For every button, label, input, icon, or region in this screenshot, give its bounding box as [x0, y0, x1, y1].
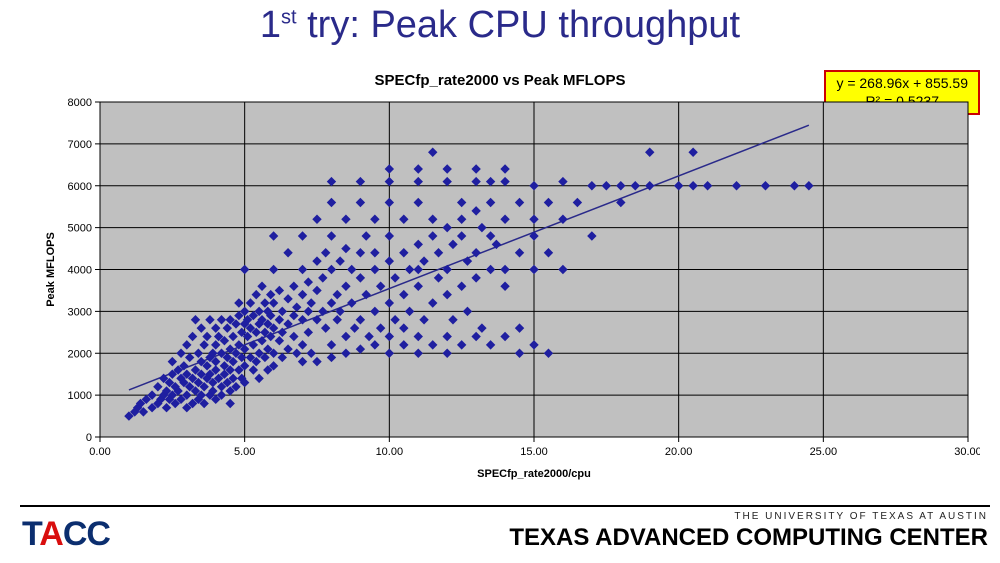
tacc-name-line: TEXAS ADVANCED COMPUTING CENTER	[509, 524, 988, 552]
title-post: try: Peak CPU throughput	[297, 4, 741, 46]
ut-austin-line: THE UNIVERSITY OF TEXAS AT AUSTIN	[509, 511, 988, 522]
svg-text:3000: 3000	[68, 306, 92, 318]
footer-right: THE UNIVERSITY OF TEXAS AT AUSTIN TEXAS …	[509, 511, 988, 552]
tacc-logo-c1: C	[63, 515, 87, 553]
svg-text:30.00: 30.00	[954, 446, 980, 458]
svg-text:5.00: 5.00	[234, 446, 255, 458]
tacc-logo-t: T	[22, 515, 39, 553]
svg-text:15.00: 15.00	[520, 446, 548, 458]
svg-text:4000: 4000	[68, 265, 92, 277]
svg-text:20.00: 20.00	[665, 446, 693, 458]
footer-rule	[20, 505, 990, 507]
svg-text:8000: 8000	[68, 97, 92, 109]
tacc-logo: TACC	[22, 515, 110, 554]
slide-footer: TACC THE UNIVERSITY OF TEXAS AT AUSTIN T…	[0, 505, 1000, 563]
svg-text:SPECfp_rate2000/cpu: SPECfp_rate2000/cpu	[477, 468, 591, 480]
tacc-logo-a: A	[39, 515, 63, 553]
slide-title: 1st try: Peak CPU throughput	[0, 4, 1000, 47]
svg-text:Peak MFLOPS: Peak MFLOPS	[45, 232, 57, 307]
svg-text:7000: 7000	[68, 139, 92, 151]
svg-text:5000: 5000	[68, 223, 92, 235]
svg-text:0.00: 0.00	[89, 446, 110, 458]
svg-text:0: 0	[86, 432, 92, 444]
scatter-chart: 0.00 5.00 10.00 15.00 20.00 25.00 30.00 0 1000 20…	[40, 92, 980, 482]
equation-line1: y = 268.96x + 855.59	[836, 75, 968, 93]
svg-text:1000: 1000	[68, 390, 92, 402]
svg-text:25.00: 25.00	[810, 446, 838, 458]
svg-text:2000: 2000	[68, 348, 92, 360]
tacc-logo-c2: C	[86, 515, 110, 553]
title-pre: 1	[260, 4, 281, 46]
svg-text:10.00: 10.00	[376, 446, 404, 458]
title-sup: st	[281, 6, 297, 28]
svg-text:6000: 6000	[68, 181, 92, 193]
